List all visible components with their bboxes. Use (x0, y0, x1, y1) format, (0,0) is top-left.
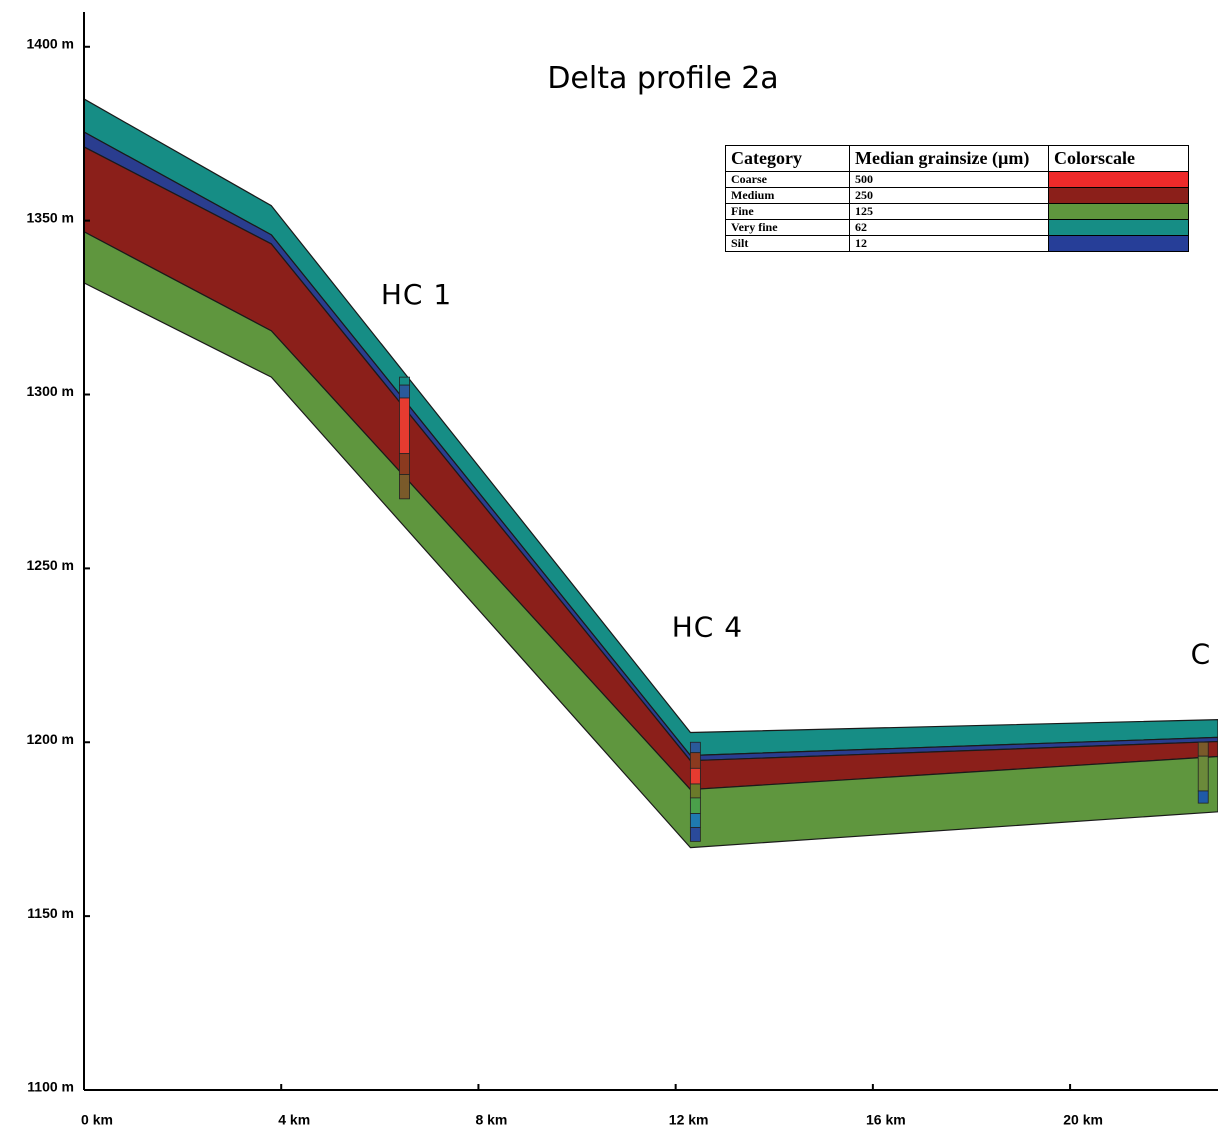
swatch-cell (1049, 204, 1189, 220)
y-tick-label: 1100 m (27, 1079, 74, 1095)
color-swatch (1049, 188, 1188, 203)
category-cell: Medium (726, 188, 850, 204)
well-segment (1198, 742, 1208, 756)
well-segment (399, 398, 409, 454)
well-segment (399, 385, 409, 398)
color-swatch (1049, 220, 1188, 235)
well (690, 742, 700, 841)
category-cell: Coarse (726, 172, 850, 188)
well-label: C 3 (1191, 637, 1218, 670)
color-swatch (1049, 172, 1188, 187)
x-tick-label: 0 km (81, 1112, 113, 1128)
y-tick-label: 1150 m (27, 905, 74, 921)
well-segment (690, 753, 700, 769)
well-label: HC 4 (672, 610, 743, 643)
color-swatch (1049, 236, 1188, 251)
size-cell: 250 (850, 188, 1049, 204)
well-segment (690, 827, 700, 841)
category-cell: Very fine (726, 220, 850, 236)
y-tick-label: 1350 m (27, 209, 74, 225)
x-tick-label: 12 km (669, 1112, 709, 1128)
swatch-cell (1049, 220, 1189, 236)
x-tick-label: 8 km (475, 1112, 507, 1128)
chart-title: Delta profile 2a (547, 61, 778, 96)
category-cell: Fine (726, 204, 850, 220)
y-tick-label: 1250 m (27, 557, 74, 573)
well-label: HC 1 (381, 278, 452, 311)
table-header: Category (726, 146, 850, 172)
well-segment (690, 814, 700, 828)
size-cell: 12 (850, 236, 1049, 252)
well-segment (399, 454, 409, 475)
size-cell: 125 (850, 204, 1049, 220)
page: {"chart_data": {"type": "profile", "titl… (0, 0, 1218, 1130)
y-tick-label: 1400 m (27, 35, 74, 51)
well (399, 377, 409, 499)
table-header: Colorscale (1049, 146, 1189, 172)
swatch-cell (1049, 188, 1189, 204)
well (1198, 742, 1208, 803)
size-cell: 500 (850, 172, 1049, 188)
well-segment (690, 768, 700, 784)
swatch-cell (1049, 172, 1189, 188)
y-tick-label: 1200 m (27, 731, 74, 747)
color-swatch (1049, 204, 1188, 219)
well-segment (690, 784, 700, 798)
category-cell: Silt (726, 236, 850, 252)
well-segment (690, 798, 700, 814)
well-segment (690, 742, 700, 752)
size-cell: 62 (850, 220, 1049, 236)
well-segment (1198, 791, 1208, 803)
x-tick-label: 16 km (866, 1112, 906, 1128)
table-header: Median grainsize (µm) (850, 146, 1049, 172)
swatch-cell (1049, 236, 1189, 252)
y-tick-label: 1300 m (27, 383, 74, 399)
x-tick-label: 20 km (1063, 1112, 1103, 1128)
well-segment (399, 377, 409, 385)
well-segment (399, 474, 409, 498)
x-tick-label: 4 km (278, 1112, 310, 1128)
well-segment (1198, 756, 1208, 791)
